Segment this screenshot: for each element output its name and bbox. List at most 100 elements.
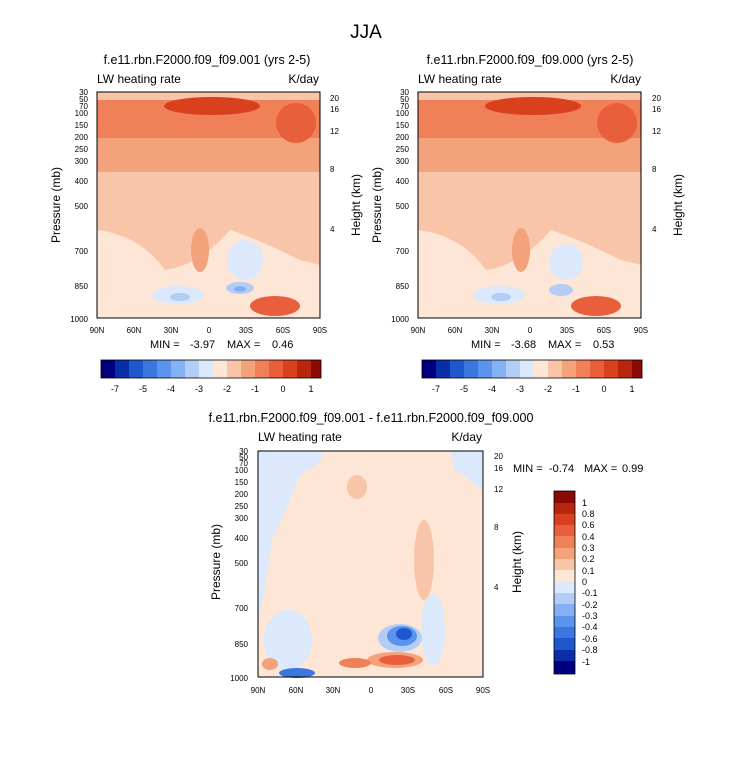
p1-htick: 20 (330, 94, 339, 103)
cb2-label: -2 (544, 384, 552, 394)
cb2-label: 1 (629, 384, 634, 394)
cb1-swatch (171, 360, 185, 378)
p3-xtick: 0 (369, 686, 374, 695)
cb1-swatch (199, 360, 213, 378)
panel1-x-ticks: 90N 60N 30N 0 30S 60S 90S (90, 326, 327, 335)
panel3-y-ticks: 30 50 70 100 150 200 250 300 400 500 700… (230, 447, 248, 683)
cb3-swatch (554, 627, 575, 638)
p3-ytick: 30 (239, 447, 248, 456)
cb2-label: -4 (488, 384, 496, 394)
cb1-label: 0 (280, 384, 285, 394)
p3-min-value: -0.74 (549, 463, 574, 475)
cb2-label: -5 (460, 384, 468, 394)
p3-ytick: 200 (235, 490, 249, 499)
panel3-lower-left-blue (264, 610, 312, 670)
p2-htick: 4 (652, 225, 657, 234)
cb2-swatch (548, 360, 562, 378)
cb1-swatch (185, 360, 199, 378)
panel3-orange-mid (414, 520, 434, 600)
cb3-label: 1 (582, 498, 587, 508)
panel3-upper-blue (258, 451, 323, 620)
cb3-swatch (554, 604, 575, 616)
p1-xtick: 30S (239, 326, 253, 335)
p3-htick: 12 (494, 485, 503, 494)
panel2-left-label: LW heating rate (418, 72, 502, 86)
cb1-swatch (241, 360, 255, 378)
p3-ytick: 100 (235, 466, 249, 475)
p3-min-label: MIN = (513, 463, 543, 475)
panel3-plot-area (257, 450, 484, 678)
cb1-label: -2 (223, 384, 231, 394)
p2-htick: 20 (652, 94, 661, 103)
panel2-y-ticks: 30 50 70 100 150 200 250 300 400 500 700… (391, 88, 409, 324)
cb2-swatch (534, 360, 548, 378)
panel1-left-label: LW heating rate (97, 72, 181, 86)
panel3-surface-blue (279, 668, 315, 678)
p2-ytick: 50 (400, 95, 409, 104)
cb2-swatch (492, 360, 506, 378)
cb3-swatch (554, 559, 575, 570)
p1-ytick: 700 (75, 247, 89, 256)
cb3-swatch (554, 503, 575, 514)
p1-xtick: 0 (207, 326, 212, 335)
panel1-blue-a (227, 240, 263, 280)
p1-xtick: 60N (127, 326, 142, 335)
cb1-swatch (283, 360, 297, 378)
cb2-swatch (520, 360, 534, 378)
p1-xtick: 30N (164, 326, 179, 335)
cb1-swatch (157, 360, 171, 378)
p3-ytick: 50 (239, 453, 248, 462)
panel3-blue-c (396, 628, 412, 640)
cb3-swatch (554, 616, 575, 627)
panel3-upper-right-blue (450, 451, 483, 492)
panel-top-right: f.e11.rbn.F2000.f09_f09.000 (yrs 2-5) LW… (370, 53, 685, 394)
cb1-label: 1 (308, 384, 313, 394)
cb1-label: -5 (139, 384, 147, 394)
cb1-label: -3 (195, 384, 203, 394)
cb3-swatch (554, 548, 575, 559)
panel2-plot-area (417, 91, 642, 319)
p1-ytick: 400 (75, 177, 89, 186)
p1-max-value: 0.46 (272, 339, 293, 351)
p3-htick: 16 (494, 464, 503, 473)
cb3-swatch (554, 638, 575, 650)
cb3-label: -0.8 (582, 645, 598, 655)
cb3-label: -1 (582, 657, 590, 667)
p2-xtick: 90S (634, 326, 648, 335)
cb3-swatch (554, 514, 575, 525)
cb1-label: -7 (111, 384, 119, 394)
panel1-height-ticks: 20 16 12 8 4 (330, 94, 339, 234)
p3-ytick: 500 (235, 559, 249, 568)
panel2-max-cell (485, 97, 581, 115)
p2-htick: 12 (652, 127, 661, 136)
p3-htick: 20 (494, 452, 503, 461)
p1-xtick: 90S (313, 326, 327, 335)
cb3-label: -0.1 (582, 588, 598, 598)
panel1-right-hot (276, 103, 316, 143)
panel1-colorbar: -7 -5 -4 -3 -2 -1 0 1 (100, 359, 322, 394)
p2-ytick: 500 (396, 202, 410, 211)
cb2-swatch (464, 360, 478, 378)
cb1-swatch (297, 360, 311, 378)
panel2-x-ticks: 90N 60N 30N 0 30S 60S 90S (411, 326, 648, 335)
p1-htick: 16 (330, 105, 339, 114)
panel-bottom-difference: f.e11.rbn.F2000.f09_f09.001 - f.e11.rbn.… (209, 411, 644, 695)
panel3-minmax: MIN = -0.74 MAX = 0.99 (513, 463, 643, 475)
panel3-orange-top (347, 475, 367, 499)
p3-xtick: 90S (476, 686, 490, 695)
panel2-height-ticks: 20 16 12 8 4 (652, 94, 661, 234)
p2-ytick: 250 (396, 145, 410, 154)
panel2-blue-d (549, 284, 573, 296)
panel1-tropic-orange (191, 228, 209, 272)
p1-xtick: 90N (90, 326, 105, 335)
cb2-swatch (478, 360, 492, 378)
panel1-band-top (97, 92, 320, 100)
panel2-tropic-orange (512, 228, 530, 272)
panel1-title: f.e11.rbn.F2000.f09_f09.001 (yrs 2-5) (104, 53, 311, 67)
panel3-x-ticks: 90N 60N 30N 0 30S 60S 90S (251, 686, 490, 695)
panel1-ylabel-right: Height (km) (349, 174, 363, 236)
p3-htick: 8 (494, 523, 499, 532)
cb1-swatch (115, 360, 129, 378)
p1-min-label: MIN = (150, 339, 180, 351)
